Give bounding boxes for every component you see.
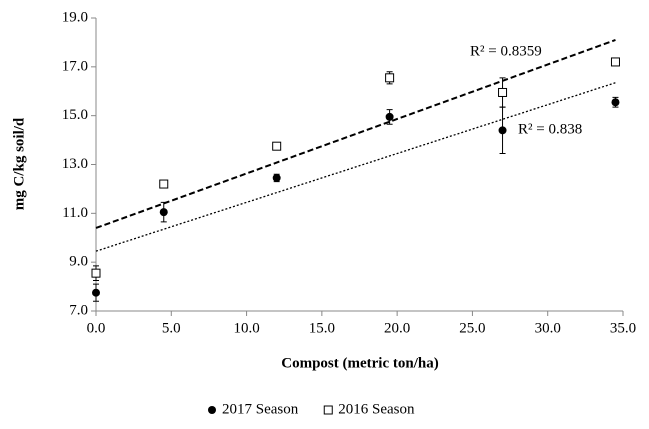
- y-tick-label: 13.0: [62, 156, 88, 172]
- y-tick-label: 15.0: [62, 107, 88, 123]
- x-tick-label: 35.0: [610, 320, 636, 336]
- point: [611, 98, 620, 107]
- y-tick-label: 17.0: [62, 58, 88, 74]
- y-tick-label: 9.0: [69, 254, 88, 270]
- trendline-label: R² = 0.838: [518, 121, 582, 137]
- x-tick-label: 25.0: [459, 320, 485, 336]
- point: [498, 87, 508, 97]
- legend-marker: [208, 406, 216, 414]
- x-tick-label: 0.0: [87, 320, 106, 336]
- legend-label: 2017 Season: [222, 401, 299, 417]
- trendline-label: R² = 0.8359: [470, 43, 542, 59]
- point: [92, 288, 100, 297]
- legend-label: 2016 Season: [338, 401, 415, 417]
- trendline: [95, 82, 616, 252]
- y-tick-label: 19.0: [62, 9, 88, 25]
- legend-marker: [323, 405, 333, 415]
- x-axis-label: Compost (metric ton/ha): [281, 355, 438, 371]
- point: [159, 208, 168, 217]
- point: [272, 173, 281, 182]
- trendline: [95, 39, 616, 229]
- x-tick-label: 5.0: [162, 320, 181, 336]
- x-tick-label: 20.0: [384, 320, 410, 336]
- point: [159, 179, 169, 189]
- y-axis-label: mg C/kg soil/d: [11, 117, 27, 210]
- x-tick-label: 10.0: [233, 320, 259, 336]
- y-tick-label: 11.0: [62, 205, 88, 221]
- point: [272, 141, 282, 151]
- y-tick-label: 7.0: [69, 302, 88, 318]
- x-tick-label: 15.0: [309, 320, 335, 336]
- point: [610, 57, 620, 67]
- point: [385, 73, 395, 83]
- point: [498, 126, 507, 135]
- point: [385, 112, 394, 121]
- point: [91, 268, 101, 278]
- x-tick-label: 30.0: [535, 320, 561, 336]
